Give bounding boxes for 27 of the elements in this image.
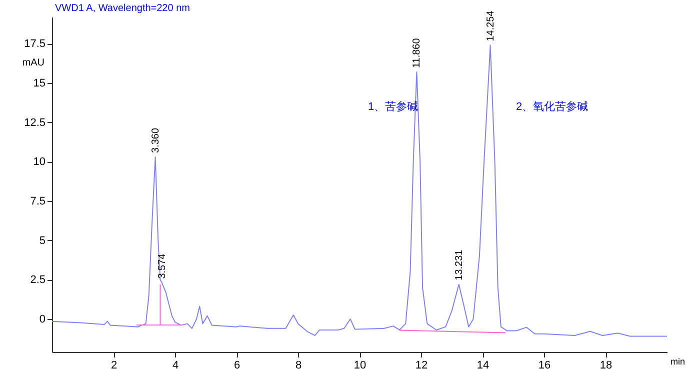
x-tick-label: 10 — [354, 360, 366, 369]
x-axis-title: min — [670, 356, 686, 366]
chart-title: VWD1 A, Wavelength=220 nm — [55, 3, 190, 14]
annotation: 14.254 — [485, 10, 496, 42]
annotation: 2、氧化苦参碱 — [516, 100, 588, 113]
x-tick-label: 6 — [234, 360, 240, 369]
y-tick-label: 15 — [33, 78, 46, 90]
y-tick-label: 17.5 — [24, 38, 46, 50]
y-axis-title: mAU — [22, 58, 44, 68]
x-tick-label: 2 — [110, 360, 118, 369]
y-tick-label: 12.5 — [24, 116, 46, 129]
y-tick-label: 2.5 — [30, 274, 46, 286]
x-tick-label: 18 — [600, 360, 612, 369]
y-tick-label: 10 — [33, 156, 46, 168]
y-tick-label: 5 — [39, 234, 46, 247]
x-tick-label: 16 — [538, 360, 551, 369]
x-tick-label: 8 — [295, 360, 302, 369]
x-tick-label: 12 — [415, 360, 428, 369]
annotation: 1、苦参碱 — [368, 100, 418, 113]
annotation: 13.231 — [454, 249, 465, 280]
x-tick-label: 4 — [172, 360, 179, 369]
annotation: 3.360 — [150, 128, 162, 153]
annotation: 11.860 — [412, 38, 423, 68]
annotation: 3.574 — [156, 253, 168, 279]
x-tick-label: 14 — [476, 360, 490, 369]
y-tick-label: 0 — [39, 313, 46, 326]
y-tick-label: 7.5 — [30, 196, 46, 208]
